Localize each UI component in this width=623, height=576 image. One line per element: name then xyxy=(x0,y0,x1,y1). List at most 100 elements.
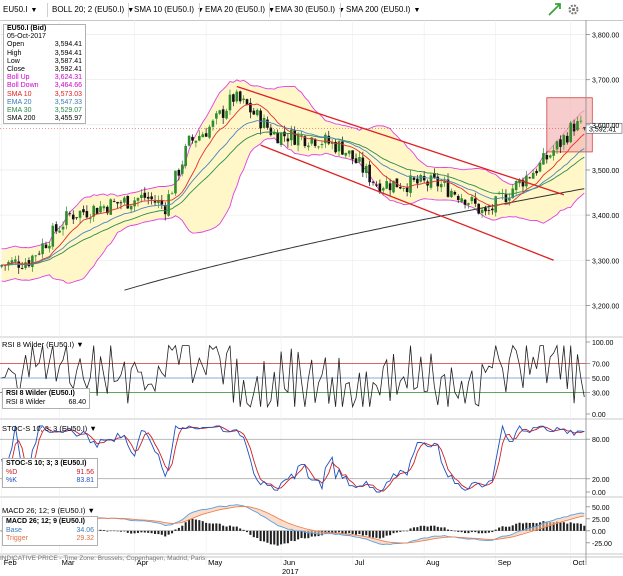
macd-histogram-bar xyxy=(416,527,419,531)
channel-lower-line xyxy=(260,144,554,261)
candle-body xyxy=(371,181,375,183)
macd-histogram-bar xyxy=(460,530,463,533)
candle-body xyxy=(494,196,498,213)
macd-histogram-bar xyxy=(167,530,170,535)
macd-trigger-label: Trigger xyxy=(6,535,28,542)
rsi-panel[interactable] xyxy=(0,344,586,409)
macd-histogram-bar xyxy=(334,530,337,534)
macd-histogram-bar xyxy=(368,530,371,537)
rsi-header[interactable]: RSI 8 Wilder (EU50.I) ▼ xyxy=(2,340,84,349)
month-label: Sep xyxy=(498,558,511,567)
footer-note: INDICATIVE PRICE - Time Zone: Brussels, … xyxy=(0,555,206,562)
boll-selector[interactable]: BOLL 20; 2 (EU50.I) ▼ xyxy=(52,5,134,14)
candle-body xyxy=(225,110,228,119)
stoch-header[interactable]: STOC-S 10; 3; 3 (EU50.I) ▼ xyxy=(2,424,97,433)
stoch-d-label: %D xyxy=(6,468,18,476)
macd-histogram-bar xyxy=(562,522,565,531)
macd-histogram-bar xyxy=(293,530,296,542)
macd-histogram-bar xyxy=(232,526,235,531)
candle-body xyxy=(252,110,256,115)
macd-histogram-bar xyxy=(453,530,456,532)
ema20-selector[interactable]: EMA 20 (EU50.I) ▼ xyxy=(205,5,275,14)
ema20-line xyxy=(1,120,585,266)
macd-histogram-bar xyxy=(552,522,555,531)
info-row-value: 3,594.41 xyxy=(54,49,82,57)
candle-body xyxy=(514,181,518,191)
info-row: Close 3,592.41 xyxy=(4,66,85,74)
month-label: May xyxy=(208,558,222,567)
macd-histogram-bar xyxy=(280,530,283,545)
macd-histogram-bar xyxy=(174,529,177,531)
macd-histogram-bar xyxy=(484,530,487,534)
rsi-line xyxy=(1,344,585,409)
info-row-value: 3,592.41 xyxy=(54,66,82,74)
rsi-info-box: RSI 8 Wilder (EU50.I) RSI 8 Wilder 68.40 xyxy=(2,388,90,409)
candle-body xyxy=(351,150,354,160)
macd-histogram-bar xyxy=(218,523,221,531)
candle-body xyxy=(303,136,307,147)
candle-body xyxy=(313,139,317,146)
stoch-info-box: STOC-S 10; 3; 3 (EU50.I) %D 91.56 %K 83.81 xyxy=(2,458,98,488)
candle-body xyxy=(552,150,555,156)
macd-trigger-value: 29.32 xyxy=(76,535,94,542)
rsi-tick-label: 0.00 xyxy=(592,412,606,419)
candle-body xyxy=(361,157,365,173)
macd-histogram-bar xyxy=(579,523,582,531)
chevron-down-icon: ▼ xyxy=(76,340,84,349)
candle-body xyxy=(433,173,436,178)
macd-histogram-bar xyxy=(171,530,174,534)
candle-body xyxy=(538,162,542,172)
stochastic-panel[interactable] xyxy=(0,424,586,493)
candle-body xyxy=(378,183,382,193)
month-label: Mar xyxy=(62,558,75,567)
candle-body xyxy=(467,203,470,205)
toolbar-divider xyxy=(47,3,48,17)
macd-histogram-bar xyxy=(136,530,140,533)
macd-histogram-bar xyxy=(467,530,470,534)
info-row-label: EMA 20 xyxy=(7,98,32,106)
macd-histogram-bar xyxy=(215,523,218,531)
rsi-info-value: 68.40 xyxy=(68,398,86,406)
macd-histogram-bar xyxy=(310,530,313,537)
instrument-selector[interactable]: EU50.I ▼ xyxy=(3,5,37,14)
macd-histogram-bar xyxy=(276,530,279,546)
info-row-label: Open xyxy=(7,41,25,49)
candle-body xyxy=(123,197,126,203)
candle-body xyxy=(129,205,133,210)
candle-body xyxy=(54,224,58,232)
stoch-header-label: STOC-S 10; 3; 3 (EU50.I) xyxy=(2,424,88,433)
candle-body xyxy=(562,135,566,146)
candle-body xyxy=(368,164,371,183)
macd-histogram-bar xyxy=(143,530,146,533)
candle-body xyxy=(456,196,460,201)
sma200-selector[interactable]: SMA 200 (EU50.I) ▼ xyxy=(346,5,420,14)
macd-header[interactable]: MACD 26; 12; 9 (EU50.I) ▼ xyxy=(2,506,95,515)
sma10-selector[interactable]: SMA 10 (EU50.I) ▼ xyxy=(134,5,204,14)
macd-histogram-bar xyxy=(487,530,490,533)
main-price-panel[interactable]: 3,592.41 xyxy=(0,79,623,291)
candle-body xyxy=(44,244,48,249)
trend-icon[interactable] xyxy=(548,3,561,16)
ema30-selector[interactable]: EMA 30 (EU50.I) ▼ xyxy=(275,5,345,14)
macd-histogram-bar xyxy=(361,530,364,536)
candle-body xyxy=(266,119,269,128)
macd-histogram-bar xyxy=(266,530,269,543)
candle-body xyxy=(446,179,450,197)
candle-body xyxy=(112,201,116,203)
month-label: Oct xyxy=(573,558,586,567)
candle-body xyxy=(92,205,95,217)
price-tick-label: 3,800.00 xyxy=(592,33,619,40)
macd-histogram-bar xyxy=(99,529,102,531)
rsi-tick-label: 70.00 xyxy=(592,362,610,369)
macd-histogram-bar xyxy=(153,530,157,534)
chevron-down-icon: ▼ xyxy=(127,7,135,14)
info-row-label: EMA 30 xyxy=(7,107,32,115)
macd-histogram-bar xyxy=(569,522,572,531)
candle-body xyxy=(286,138,290,142)
candle-body xyxy=(133,200,136,207)
macd-histogram-bar xyxy=(119,530,122,532)
settings-icon[interactable] xyxy=(567,3,580,16)
macd-histogram-bar xyxy=(402,530,405,532)
macd-base-line xyxy=(1,504,585,545)
